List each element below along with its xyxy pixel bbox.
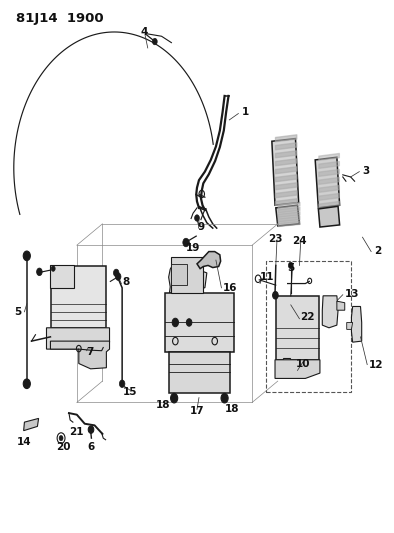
Circle shape xyxy=(23,379,30,389)
Text: 9: 9 xyxy=(197,222,204,231)
Polygon shape xyxy=(46,328,110,349)
Text: 24: 24 xyxy=(292,236,307,246)
Polygon shape xyxy=(275,360,320,378)
Circle shape xyxy=(88,426,94,433)
Circle shape xyxy=(171,393,178,403)
Polygon shape xyxy=(318,206,340,227)
Circle shape xyxy=(115,273,121,280)
Text: 5: 5 xyxy=(15,307,22,317)
Text: 14: 14 xyxy=(16,438,31,447)
Circle shape xyxy=(183,238,189,247)
Text: 23: 23 xyxy=(269,234,283,244)
Polygon shape xyxy=(272,139,299,205)
Text: 8: 8 xyxy=(122,278,129,287)
Text: 12: 12 xyxy=(368,360,383,370)
Text: 22: 22 xyxy=(300,312,315,322)
Circle shape xyxy=(152,38,157,45)
Text: 18: 18 xyxy=(225,405,240,414)
Text: 13: 13 xyxy=(345,289,359,299)
Circle shape xyxy=(51,266,55,271)
Bar xyxy=(266,261,351,392)
Text: 81J14  1900: 81J14 1900 xyxy=(16,12,103,25)
Circle shape xyxy=(288,262,293,269)
Text: 21: 21 xyxy=(70,427,84,437)
Circle shape xyxy=(195,215,199,221)
Polygon shape xyxy=(24,418,39,431)
Text: 2: 2 xyxy=(374,246,381,255)
Circle shape xyxy=(59,435,63,441)
Text: 10: 10 xyxy=(296,359,310,368)
Circle shape xyxy=(23,251,30,261)
Bar xyxy=(283,358,290,373)
Polygon shape xyxy=(276,205,299,226)
Polygon shape xyxy=(347,322,353,329)
Bar xyxy=(165,293,234,352)
Circle shape xyxy=(273,292,278,299)
Text: 16: 16 xyxy=(223,283,237,293)
Bar xyxy=(171,257,203,293)
Circle shape xyxy=(113,269,119,277)
Text: 5: 5 xyxy=(288,263,295,272)
Text: 19: 19 xyxy=(186,243,200,253)
Text: 1: 1 xyxy=(242,107,249,117)
Text: 15: 15 xyxy=(123,387,137,397)
Circle shape xyxy=(221,393,228,403)
Polygon shape xyxy=(50,341,110,369)
Polygon shape xyxy=(337,301,345,310)
Bar xyxy=(276,296,319,360)
Text: 20: 20 xyxy=(56,442,70,451)
Circle shape xyxy=(186,319,192,326)
Bar xyxy=(51,266,106,328)
Bar xyxy=(171,264,187,285)
Text: 3: 3 xyxy=(362,166,370,175)
Polygon shape xyxy=(322,296,338,328)
Polygon shape xyxy=(197,252,221,269)
Circle shape xyxy=(37,268,42,276)
Polygon shape xyxy=(351,306,362,342)
Polygon shape xyxy=(169,261,207,293)
Text: 4: 4 xyxy=(140,27,147,37)
Text: 7: 7 xyxy=(87,347,94,357)
Text: 11: 11 xyxy=(260,272,275,282)
Circle shape xyxy=(172,318,178,327)
Polygon shape xyxy=(315,157,340,208)
Text: 18: 18 xyxy=(156,400,171,410)
Circle shape xyxy=(119,380,125,387)
Bar xyxy=(169,352,230,393)
Bar xyxy=(50,265,74,288)
Text: 6: 6 xyxy=(88,442,95,451)
Text: 17: 17 xyxy=(190,407,204,416)
